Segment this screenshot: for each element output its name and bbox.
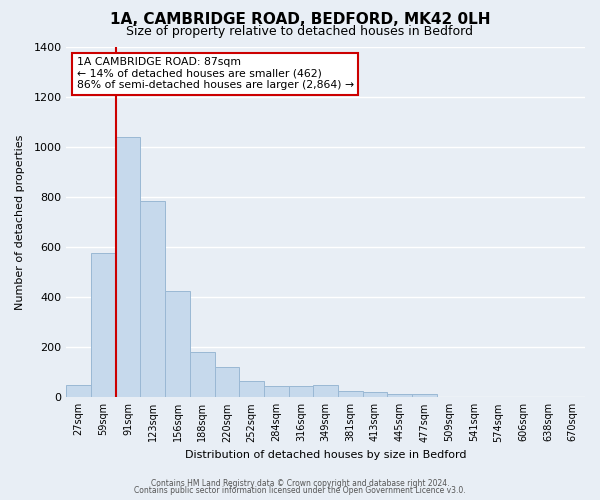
Text: 1A CAMBRIDGE ROAD: 87sqm
← 14% of detached houses are smaller (462)
86% of semi-: 1A CAMBRIDGE ROAD: 87sqm ← 14% of detach… <box>77 57 354 90</box>
Bar <box>338 391 363 398</box>
Bar <box>91 253 116 398</box>
Text: 1A, CAMBRIDGE ROAD, BEDFORD, MK42 0LH: 1A, CAMBRIDGE ROAD, BEDFORD, MK42 0LH <box>110 12 490 28</box>
Bar <box>165 291 190 398</box>
Bar <box>190 352 215 398</box>
X-axis label: Distribution of detached houses by size in Bedford: Distribution of detached houses by size … <box>185 450 466 460</box>
Text: Contains HM Land Registry data © Crown copyright and database right 2024.: Contains HM Land Registry data © Crown c… <box>151 478 449 488</box>
Bar <box>116 136 140 398</box>
Bar <box>239 381 264 398</box>
Bar <box>215 367 239 398</box>
Bar <box>140 200 165 398</box>
Bar <box>264 386 289 398</box>
Text: Size of property relative to detached houses in Bedford: Size of property relative to detached ho… <box>127 25 473 38</box>
Bar <box>289 386 313 398</box>
Bar <box>388 394 412 398</box>
Text: Contains public sector information licensed under the Open Government Licence v3: Contains public sector information licen… <box>134 486 466 495</box>
Bar <box>412 394 437 398</box>
Bar <box>67 385 91 398</box>
Y-axis label: Number of detached properties: Number of detached properties <box>15 134 25 310</box>
Bar <box>363 392 388 398</box>
Bar <box>313 385 338 398</box>
